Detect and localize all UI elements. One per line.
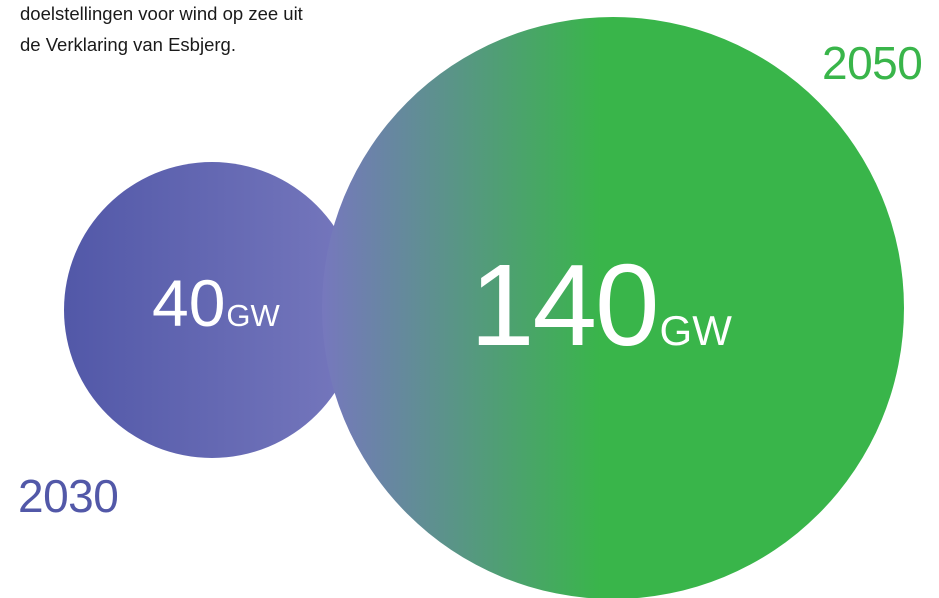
intro-text: doelstellingen voor wind op zee uit de V…	[20, 0, 380, 60]
value-number-2030: 40	[152, 266, 226, 340]
value-unit-2050: GW	[659, 307, 732, 354]
year-label-2030: 2030	[18, 470, 119, 522]
value-number-2050: 140	[470, 240, 660, 370]
value-unit-2030: GW	[226, 298, 280, 333]
bubble-2030	[64, 162, 360, 458]
value-label-2030: 40GW	[152, 270, 280, 336]
value-label-2050: 140GW	[470, 247, 732, 363]
intro-line-2: de Verklaring van Esbjerg.	[20, 34, 236, 55]
bubble-2050	[322, 17, 904, 598]
intro-line-1: doelstellingen voor wind op zee uit	[20, 3, 303, 24]
year-label-2050: 2050	[822, 37, 923, 89]
